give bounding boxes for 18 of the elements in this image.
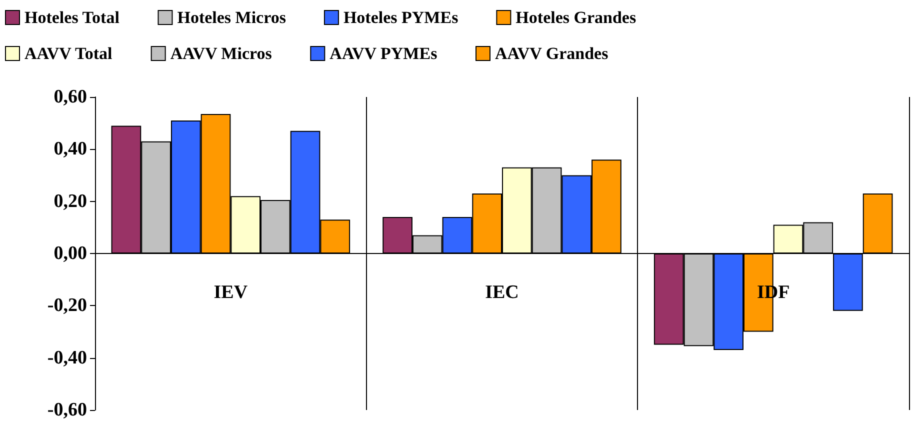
y-tick-label: 0,40 [54, 138, 87, 160]
x-tick-label: IDF [756, 282, 790, 303]
legend-label: AAVV Micros [170, 44, 272, 63]
legend-label: Hoteles Grandes [516, 8, 636, 27]
legend-label: Hoteles Micros [177, 8, 286, 27]
legend-label: Hoteles Total [24, 8, 120, 27]
legend-label: AAVV PYMEs [330, 44, 438, 63]
y-tick-label: 0,00 [54, 243, 87, 264]
x-tick-label: IEC [485, 282, 519, 303]
legend-label: Hoteles PYMEs [343, 8, 459, 27]
y-tick-label: -0,20 [47, 295, 87, 316]
y-tick-label: 0,20 [54, 190, 87, 212]
x-tick-label: IEV [214, 282, 248, 303]
legend-label: AAVV Grandes [494, 44, 609, 63]
legend-label: AAVV Total [24, 44, 112, 63]
y-tick-label: -0,40 [47, 347, 87, 368]
y-tick-label: -0,60 [47, 400, 87, 420]
y-tick-label: 0,60 [54, 86, 87, 108]
